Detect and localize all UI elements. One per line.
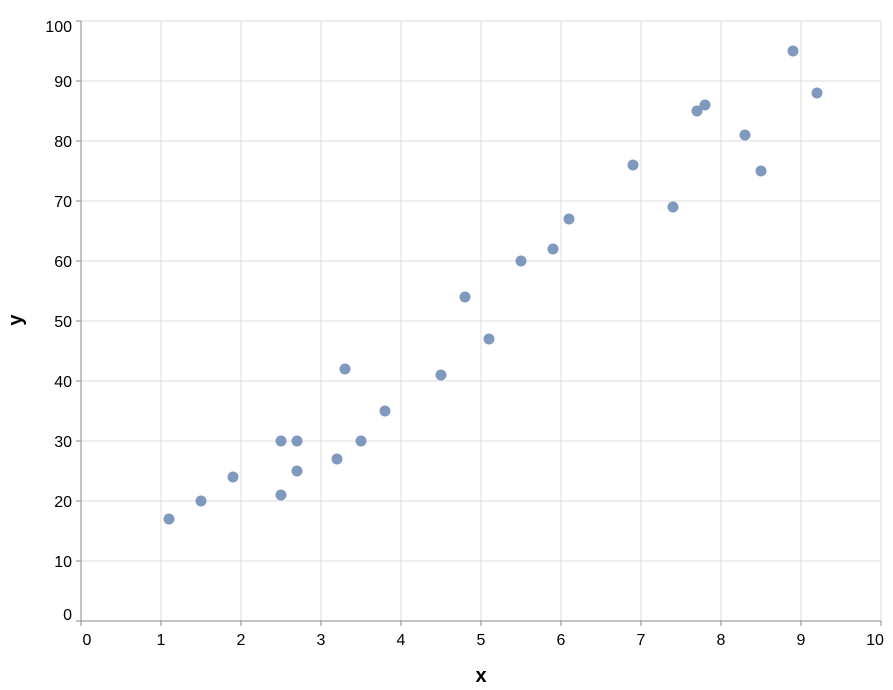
- data-point: [515, 255, 527, 267]
- y-tick-label: 100: [45, 19, 72, 36]
- data-point: [291, 465, 303, 477]
- data-point: [163, 513, 175, 525]
- data-points: [163, 45, 823, 525]
- y-axis-title: y: [5, 314, 27, 326]
- x-tick-label: 7: [637, 632, 646, 649]
- x-tick-label: 5: [477, 632, 486, 649]
- data-point: [275, 489, 287, 501]
- y-tick-label: 40: [54, 374, 72, 391]
- y-tick-label: 30: [54, 434, 72, 451]
- x-tick-label: 1: [157, 632, 166, 649]
- data-point: [459, 291, 471, 303]
- data-point: [195, 495, 207, 507]
- y-tick-label: 80: [54, 134, 72, 151]
- data-point: [627, 159, 639, 171]
- grid: [80, 20, 882, 622]
- data-point: [355, 435, 367, 447]
- x-tick-label: 2: [237, 632, 246, 649]
- data-point: [547, 243, 559, 255]
- y-axis-ticks: 0 10 20 30 40 50 60 70 80 90 100: [45, 19, 81, 624]
- data-point: [811, 87, 823, 99]
- data-point: [275, 435, 287, 447]
- y-tick-label: 60: [54, 254, 72, 271]
- data-point: [739, 129, 751, 141]
- data-point: [699, 99, 711, 111]
- data-point: [483, 333, 495, 345]
- x-tick-label: 8: [717, 632, 726, 649]
- data-point: [379, 405, 391, 417]
- y-tick-label: 90: [54, 74, 72, 91]
- data-point: [227, 471, 239, 483]
- x-tick-label: 0: [83, 632, 92, 649]
- y-tick-label: 10: [54, 554, 72, 571]
- data-point: [667, 201, 679, 213]
- data-point: [563, 213, 575, 225]
- data-point: [435, 369, 447, 381]
- y-tick-label: 20: [54, 494, 72, 511]
- x-tick-label: 10: [866, 632, 884, 649]
- data-point: [755, 165, 767, 177]
- y-tick-label: 70: [54, 194, 72, 211]
- y-tick-label: 50: [54, 314, 72, 331]
- data-point: [787, 45, 799, 57]
- data-point: [339, 363, 351, 375]
- x-tick-label: 4: [397, 632, 406, 649]
- x-axis-title: x: [475, 665, 486, 687]
- x-tick-label: 6: [557, 632, 566, 649]
- x-tick-label: 9: [797, 632, 806, 649]
- y-tick-label: 0: [63, 607, 72, 624]
- data-point: [331, 453, 343, 465]
- data-point: [691, 105, 703, 117]
- data-point: [291, 435, 303, 447]
- x-axis-ticks: 0 1 2 3 4 5 6 7 8 9 10: [80, 621, 884, 649]
- x-tick-label: 3: [317, 632, 326, 649]
